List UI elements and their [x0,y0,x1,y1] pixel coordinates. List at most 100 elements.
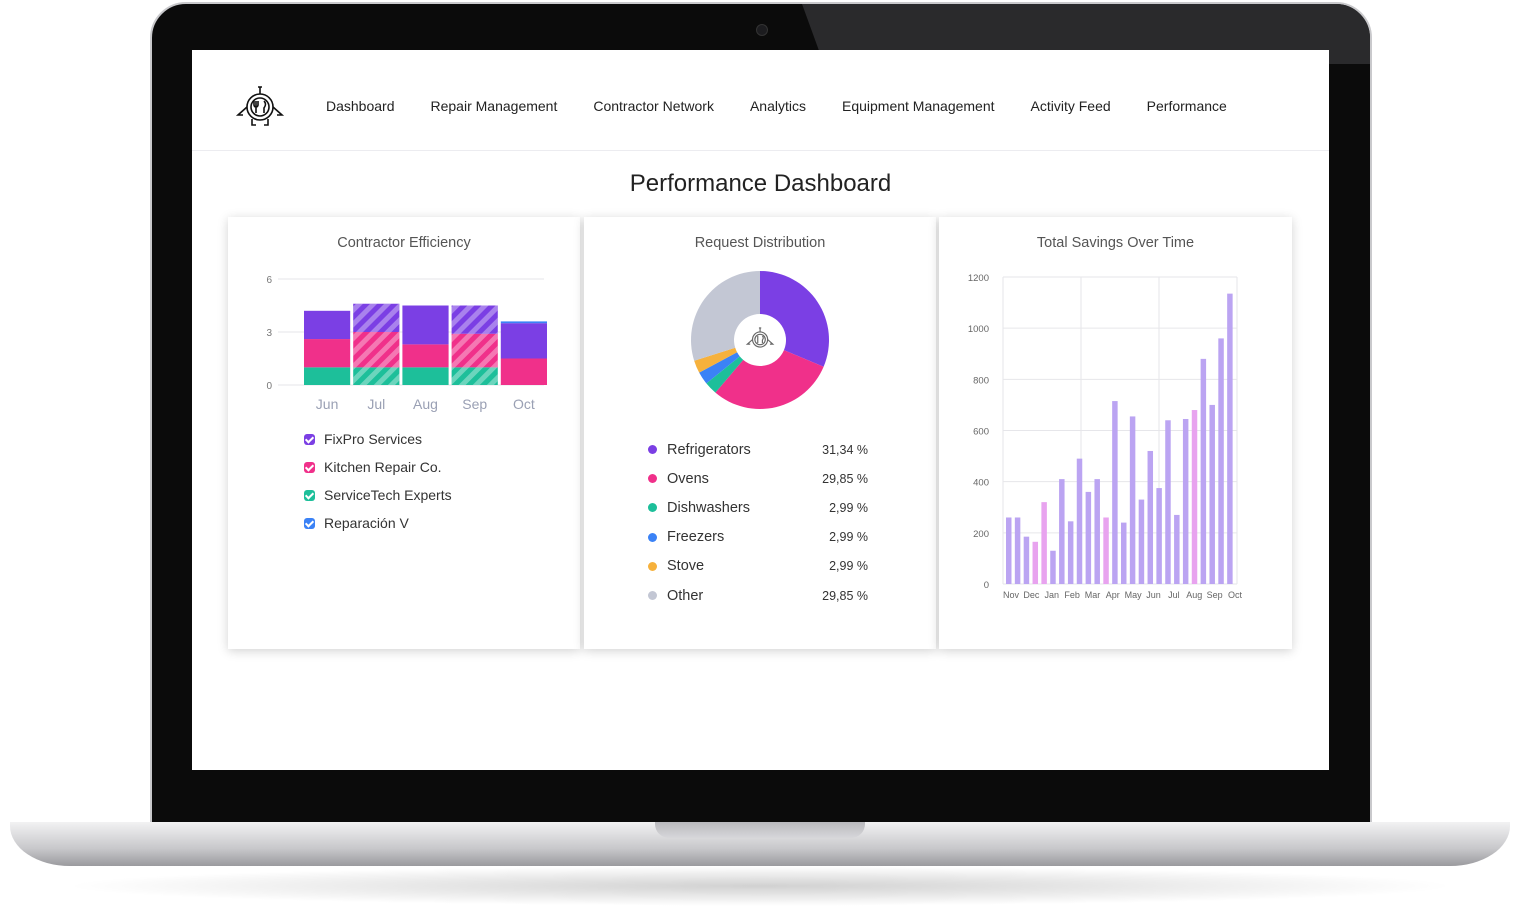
savings-chart[interactable]: 0 200 400 600 800 1000 1200 Nov Dec Jan Feb Mar Apr M… [939,267,1292,617]
savings-bar [1182,418,1189,584]
legend-label: Dishwashers [667,499,750,516]
pie-slice [691,271,760,361]
legend-item[interactable]: Refrigerators 31,34 % [648,435,868,464]
bar-segment [500,323,547,359]
x-tick-label: Aug [413,396,438,412]
savings-bar [1121,522,1127,584]
bar-segment [402,305,449,345]
legend-dot [648,445,657,455]
x-tick-label: Nov [1003,590,1020,600]
distribution-chart[interactable] [584,267,936,417]
nav-item-activity-feed[interactable]: Activity Feed [1030,98,1111,114]
y-tick-label: 3 [266,328,272,339]
legend-percent: 31,34 % [822,442,868,457]
y-tick-label: 0 [266,381,272,392]
screen: Dashboard Repair Management Contractor N… [192,50,1329,770]
legend-item[interactable]: Reparación V [304,509,452,537]
bar-hatch [451,333,498,368]
x-tick-label: Jul [367,396,385,412]
legend-label: Stove [667,558,705,575]
x-tick-label: Feb [1064,590,1080,600]
savings-bar [1156,488,1162,584]
nav-item-analytics[interactable]: Analytics [749,98,806,114]
efficiency-chart[interactable]: 0 3 6 Jun Jul Aug Sep Oct [228,262,580,452]
legend-percent: 29,85 % [822,471,868,486]
center-logo-icon [745,327,775,348]
legend-label: Kitchen Repair Co. [324,459,442,475]
legend-percent: 2,99 % [829,530,868,545]
savings-bar [1085,491,1092,584]
legend-dot [648,561,657,571]
x-tick-label: Jun [316,396,339,412]
legend-item[interactable]: Other 29,85 % [648,581,868,610]
savings-bar [1174,514,1180,584]
y-tick-label: 1200 [968,273,989,284]
legend-percent: 2,99 % [829,500,868,515]
request-distribution-card: Request Distribution Refrigerators 31,34 … [584,217,936,649]
nav-item-equipment-management[interactable]: Equipment Management [841,98,995,114]
card-title: Request Distribution [694,235,826,251]
legend-label: ServiceTech Experts [324,487,452,503]
legend-item[interactable]: Dishwashers 2,99 % [648,493,868,522]
checkbox-icon[interactable] [304,489,315,501]
legend-dot [648,474,657,484]
legend-item[interactable]: Stove 2,99 % [648,552,868,581]
x-tick-label: Jun [1146,590,1161,600]
checkbox-icon[interactable] [304,461,315,473]
pie-slice [706,356,744,393]
savings-bar [1067,521,1074,584]
total-savings-card: Total Savings Over Time 0 200 400 600 800 100… [939,217,1292,649]
legend-item[interactable]: ServiceTech Experts [304,481,452,509]
y-tick-label: 200 [973,529,989,540]
x-tick-label: Apr [1106,590,1120,600]
legend-item[interactable]: Kitchen Repair Co. [304,453,452,481]
checkbox-icon[interactable] [304,517,315,529]
distribution-legend: Refrigerators 31,34 % Ovens 29,85 % Dishwa… [648,435,868,610]
x-tick-label: Mar [1085,590,1101,600]
x-tick-label: May [1125,590,1143,600]
bar-hatch [451,367,498,385]
savings-bar [1165,420,1171,584]
efficiency-legend: FixPro Services Kitchen Repair Co. Servi… [304,425,452,537]
savings-bar [1094,479,1100,584]
nav-item-performance[interactable]: Performance [1146,98,1227,114]
bar-hatch [353,332,400,368]
laptop-notch [655,822,865,838]
legend-item[interactable]: Freezers 2,99 % [648,523,868,552]
x-tick-label: Oct [1228,590,1243,600]
legend-percent: 2,99 % [829,559,868,574]
pie-slice [694,347,738,373]
legend-item[interactable]: Ovens 29,85 % [648,464,868,493]
savings-bar [1006,517,1012,584]
bar-segment [304,310,351,340]
nav-item-dashboard[interactable]: Dashboard [326,98,395,114]
savings-bar [1103,517,1109,584]
bar-segment [402,367,449,385]
x-tick-label: Aug [1186,590,1202,600]
savings-bar [1032,541,1039,584]
logo-icon[interactable] [234,82,286,130]
legend-item[interactable]: FixPro Services [304,425,452,453]
bar-hatch [451,305,498,334]
nav-item-contractor-network[interactable]: Contractor Network [593,98,714,114]
y-tick-label: 600 [973,427,989,438]
savings-bar [1227,293,1233,584]
x-tick-label: Dec [1023,590,1040,600]
savings-bar [1112,401,1118,584]
legend-dot [648,532,657,542]
savings-bar [1191,410,1198,584]
y-tick-label: 400 [973,478,989,489]
legend-label: Freezers [667,529,725,546]
savings-bar [1129,416,1136,584]
pie-slice [715,350,824,409]
contractor-efficiency-card: Contractor Efficiency 0 3 6 Jun Jul Aug Sep Oct… [228,217,580,649]
bar-hatch [353,303,400,332]
y-tick-label: 1000 [968,324,989,335]
y-tick-label: 6 [266,275,272,286]
savings-bar [1138,499,1145,584]
nav-item-repair-management[interactable]: Repair Management [430,98,558,114]
legend-label: Reparación V [324,515,409,531]
laptop-shadow [60,866,1460,906]
checkbox-icon[interactable] [304,433,315,445]
card-title: Total Savings Over Time [1036,235,1195,251]
